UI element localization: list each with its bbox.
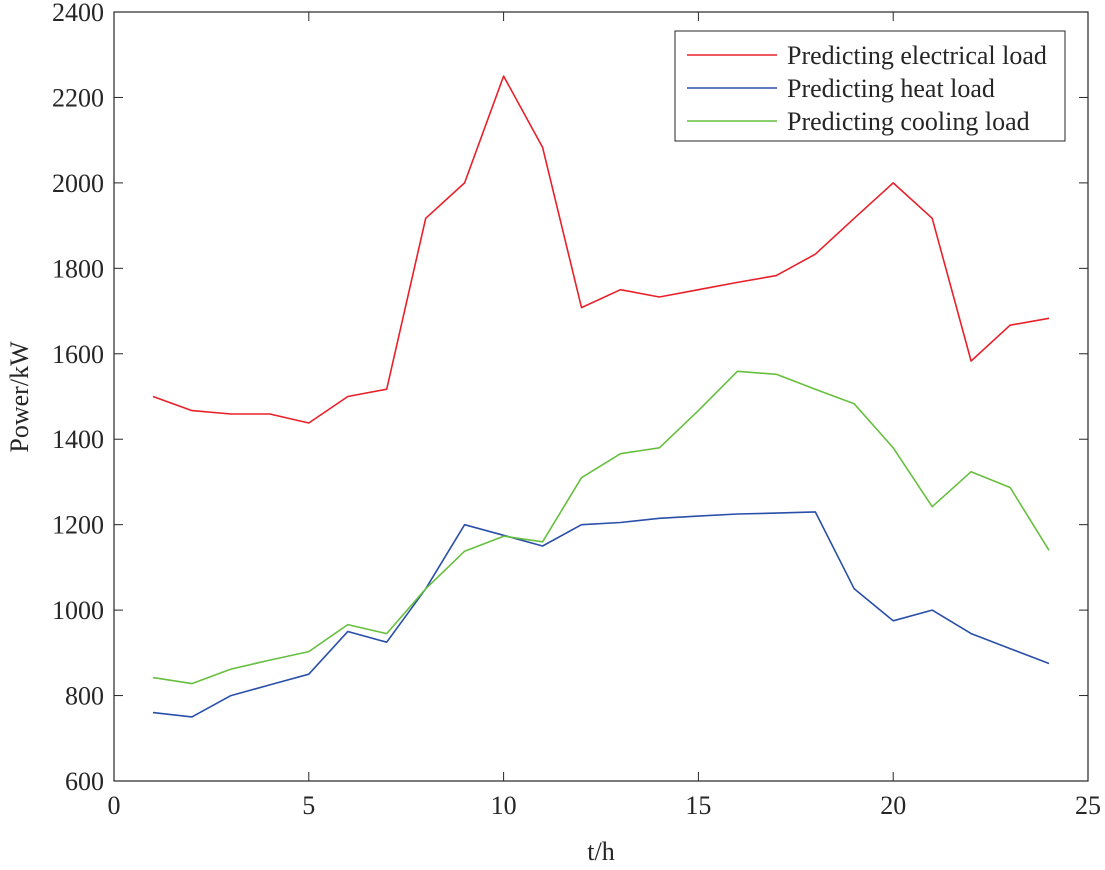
series-line-2 (152, 511, 1050, 718)
y-tick-label: 600 (65, 767, 104, 796)
series-lines (152, 75, 1050, 718)
legend-label-1: Predicting electrical load (787, 41, 1047, 70)
x-tick-label: 10 (491, 791, 517, 820)
y-tick-label: 1400 (52, 425, 104, 454)
y-axis-label: Power/kW (5, 341, 34, 453)
y-tick-label: 1800 (52, 254, 104, 283)
y-tick-label: 1600 (52, 340, 104, 369)
series-line-1 (152, 75, 1050, 424)
x-tick-label: 15 (685, 791, 711, 820)
x-tick-label: 25 (1075, 791, 1101, 820)
legend-label-2: Predicting heat load (787, 74, 995, 103)
y-axis-ticks: 600 800 1000 1200 1400 1600 1800 2000 2200 2400 (52, 0, 1088, 796)
y-tick-label: 1200 (52, 511, 104, 540)
y-tick-label: 1000 (52, 596, 104, 625)
y-tick-label: 2400 (52, 0, 104, 27)
legend-box (674, 30, 1066, 142)
x-tick-label: 5 (302, 791, 315, 820)
legend-label-3: Predicting cooling load (787, 107, 1030, 136)
series-line-3 (152, 370, 1050, 685)
x-axis-label: t/h (587, 837, 614, 865)
y-tick-label: 800 (65, 682, 104, 711)
x-axis-ticks: 0 5 10 15 20 25 (108, 12, 1101, 820)
x-tick-label: 0 (108, 791, 121, 820)
y-tick-label: 2200 (52, 83, 104, 112)
x-tick-label: 20 (880, 791, 906, 820)
y-tick-label: 2000 (52, 169, 104, 198)
legend: Predicting electrical load Predicting hea… (674, 30, 1066, 142)
